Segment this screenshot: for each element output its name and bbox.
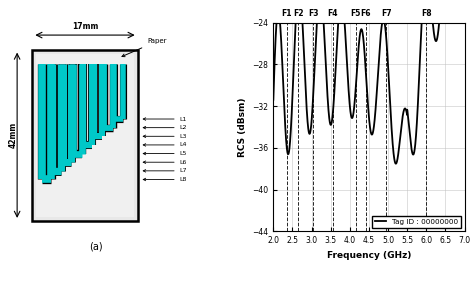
Text: L7: L7: [143, 168, 187, 173]
Text: L3: L3: [143, 134, 187, 139]
Text: F6: F6: [361, 9, 371, 18]
Text: F2: F2: [293, 9, 303, 18]
Text: L6: L6: [143, 160, 187, 165]
Text: F4: F4: [328, 9, 338, 18]
Legend: Tag ID : 00000000: Tag ID : 00000000: [373, 216, 461, 228]
Text: L4: L4: [143, 142, 187, 147]
Text: F8: F8: [421, 9, 432, 18]
Text: L2: L2: [143, 125, 187, 130]
Text: 42mm: 42mm: [9, 122, 18, 148]
Text: F1: F1: [282, 9, 292, 18]
Text: 17mm: 17mm: [72, 22, 98, 31]
Text: (a): (a): [89, 242, 102, 252]
Text: F7: F7: [381, 9, 392, 18]
Text: L8: L8: [143, 177, 187, 182]
Text: L5: L5: [143, 151, 187, 156]
X-axis label: Frequency (GHz): Frequency (GHz): [327, 251, 411, 260]
Bar: [36, 54, 134, 217]
Text: F5: F5: [350, 9, 361, 18]
Text: F3: F3: [308, 9, 319, 18]
Text: Paper: Paper: [122, 38, 167, 57]
Y-axis label: RCS (dBsm): RCS (dBsm): [238, 97, 247, 157]
Bar: [32, 50, 137, 221]
Text: L1: L1: [143, 116, 187, 122]
